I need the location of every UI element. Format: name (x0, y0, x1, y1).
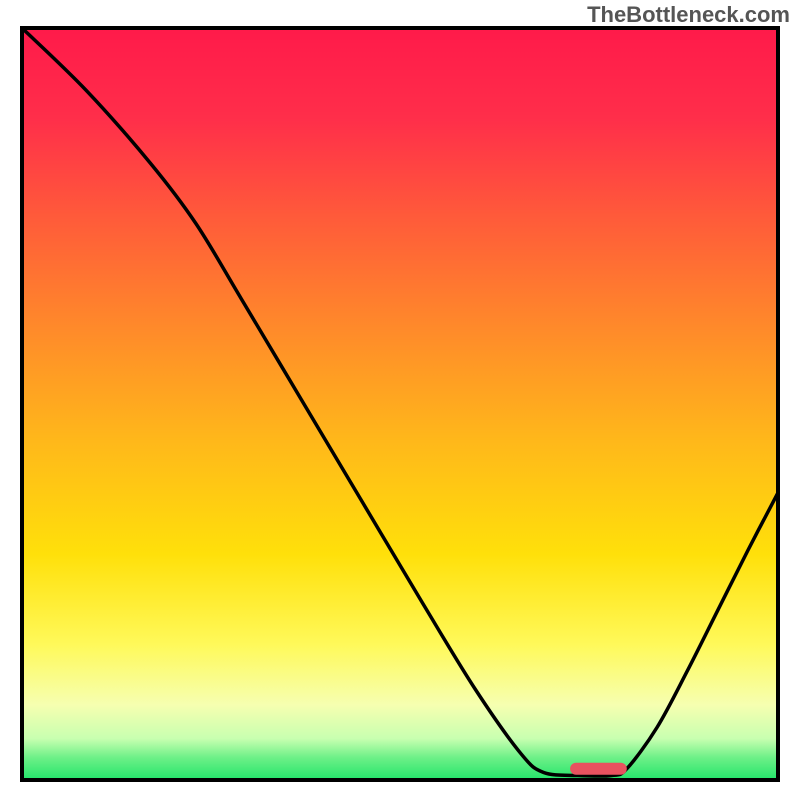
watermark-text: TheBottleneck.com (587, 2, 790, 28)
bottleneck-chart (0, 0, 800, 800)
gradient-background (22, 28, 778, 780)
chart-container: TheBottleneck.com (0, 0, 800, 800)
optimal-marker (570, 763, 627, 775)
